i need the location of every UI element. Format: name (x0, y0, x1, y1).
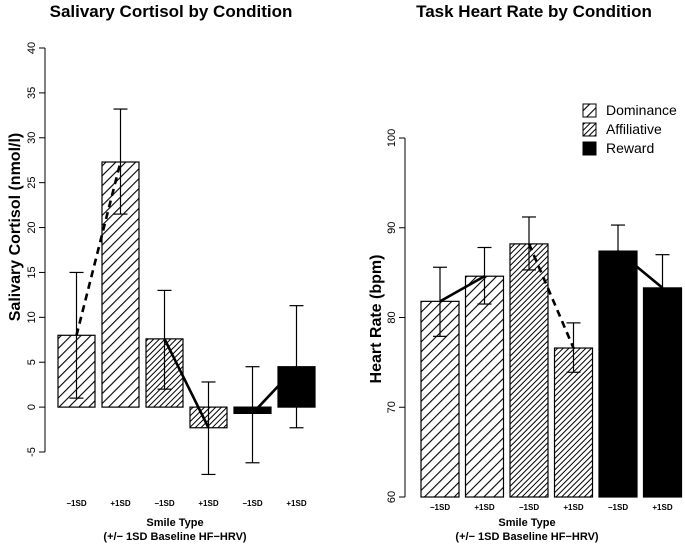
chart1-y-tick-label: 30 (26, 132, 38, 144)
chart2-x-tick-label: +1SD (563, 503, 583, 512)
chart1-connector-line (163, 338, 210, 429)
chart1-y-tick-label: 15 (26, 266, 38, 278)
chart2-x-tick-label: −1SD (519, 503, 539, 512)
chart2-ylabel: Heart Rate (bpm) (368, 255, 385, 384)
chart1-y-tick-label: 10 (26, 311, 38, 323)
chart2-legend: Dominance Affiliative Reward (582, 102, 677, 156)
chart1-connector-line (251, 365, 298, 415)
chart1-y-tick-label: -5 (26, 447, 38, 457)
chart2-bar (509, 243, 549, 498)
chart1-ylabel: Salivary Cortisol (nmol/l) (7, 133, 24, 321)
chart1-title: Salivary Cortisol by Condition (50, 2, 293, 21)
legend-label-dominance: Dominance (606, 102, 677, 118)
chart2-y-tick-label: 70 (386, 401, 398, 413)
chart2-xlabel: Smile Type (498, 517, 555, 529)
chart2-connector-line (527, 243, 575, 349)
chart2-x-tick-label: +1SD (474, 503, 494, 512)
chart2-y-tick-label: 80 (386, 311, 398, 323)
chart2-bar (464, 275, 505, 498)
chart2-connector-line (439, 275, 486, 303)
legend-label-affiliative: Affiliative (606, 121, 662, 137)
legend-label-reward: Reward (606, 140, 654, 156)
chart2-x-tick-label: +1SD (652, 503, 672, 512)
chart1-y-tick-label: 5 (26, 359, 38, 365)
chart1-xlabel-sub: (+/− 1SD Baseline HF−HRV) (103, 531, 246, 543)
legend-swatch-reward (582, 141, 597, 156)
chart1-y-tick-label: 25 (26, 177, 38, 189)
chart1-x-tick-label: −1SD (66, 499, 86, 508)
chart2-xlabel-sub: (+/− 1SD Baseline HF−HRV) (455, 531, 598, 543)
chart2-y-tick-label: 100 (386, 129, 398, 147)
chart2-bar (598, 250, 638, 498)
chart1-xlabel: Smile Type (146, 517, 203, 529)
chart2-connector-line (617, 250, 664, 289)
legend-swatch-dominance (582, 103, 597, 118)
chart1-x-tick-label: −1SD (154, 499, 174, 508)
chart1-x-tick-label: +1SD (286, 499, 306, 508)
chart1-y-tick-label: 40 (26, 42, 38, 54)
chart1-y-tick-label: 35 (26, 87, 38, 99)
chart1-connector-line (75, 161, 122, 336)
chart1-x-tick-label: −1SD (242, 499, 262, 508)
legend-swatch-affiliative (582, 122, 597, 137)
chart1-y-tick-label: 0 (26, 404, 38, 410)
chart2-y-tick-label: 90 (386, 222, 398, 234)
chart2-x-tick-label: −1SD (430, 503, 450, 512)
chart1-x-tick-label: +1SD (110, 499, 130, 508)
chart2-title: Task Heart Rate by Condition (416, 2, 652, 21)
chart2-y-tick-label: 60 (386, 491, 398, 503)
chart2-x-tick-label: −1SD (608, 503, 628, 512)
chart1-x-tick-label: +1SD (198, 499, 218, 508)
chart1-y-tick-label: 20 (26, 221, 38, 233)
